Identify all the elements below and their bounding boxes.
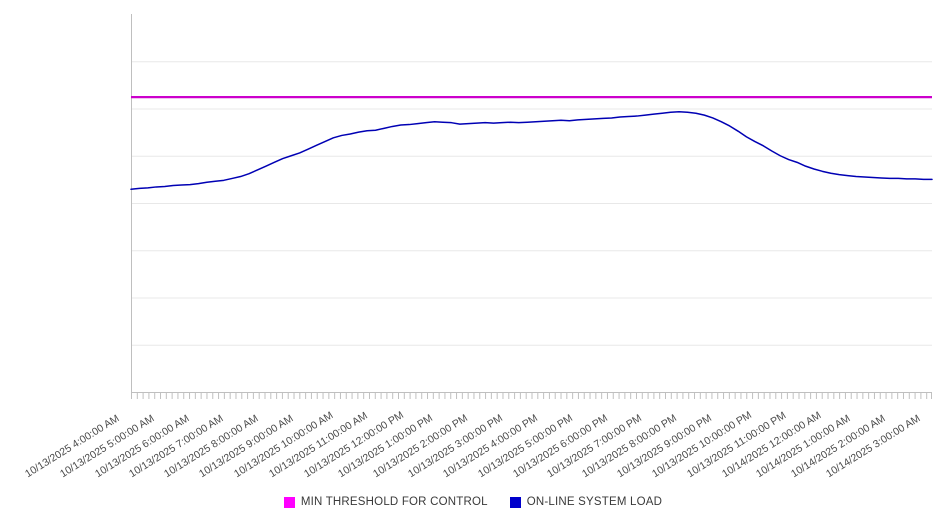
legend-label-on-line-system-load: ON-LINE SYSTEM LOAD: [526, 496, 663, 508]
legend-label-min-threshold-for-control: MIN THRESHOLD FOR CONTROL: [300, 496, 488, 508]
series-on-line-system-load: [130, 111, 933, 191]
legend-swatch-blue: [509, 496, 521, 508]
x-axis-minor-ticks: [131, 393, 932, 399]
legend-swatch-magenta: [283, 496, 295, 508]
legend-item-min-threshold-for-control[interactable]: MIN THRESHOLD FOR CONTROL: [283, 496, 488, 508]
legend-item-on-line-system-load[interactable]: ON-LINE SYSTEM LOAD: [509, 496, 663, 508]
chart-legend: MIN THRESHOLD FOR CONTROL ON-LINE SYSTEM…: [0, 496, 946, 508]
